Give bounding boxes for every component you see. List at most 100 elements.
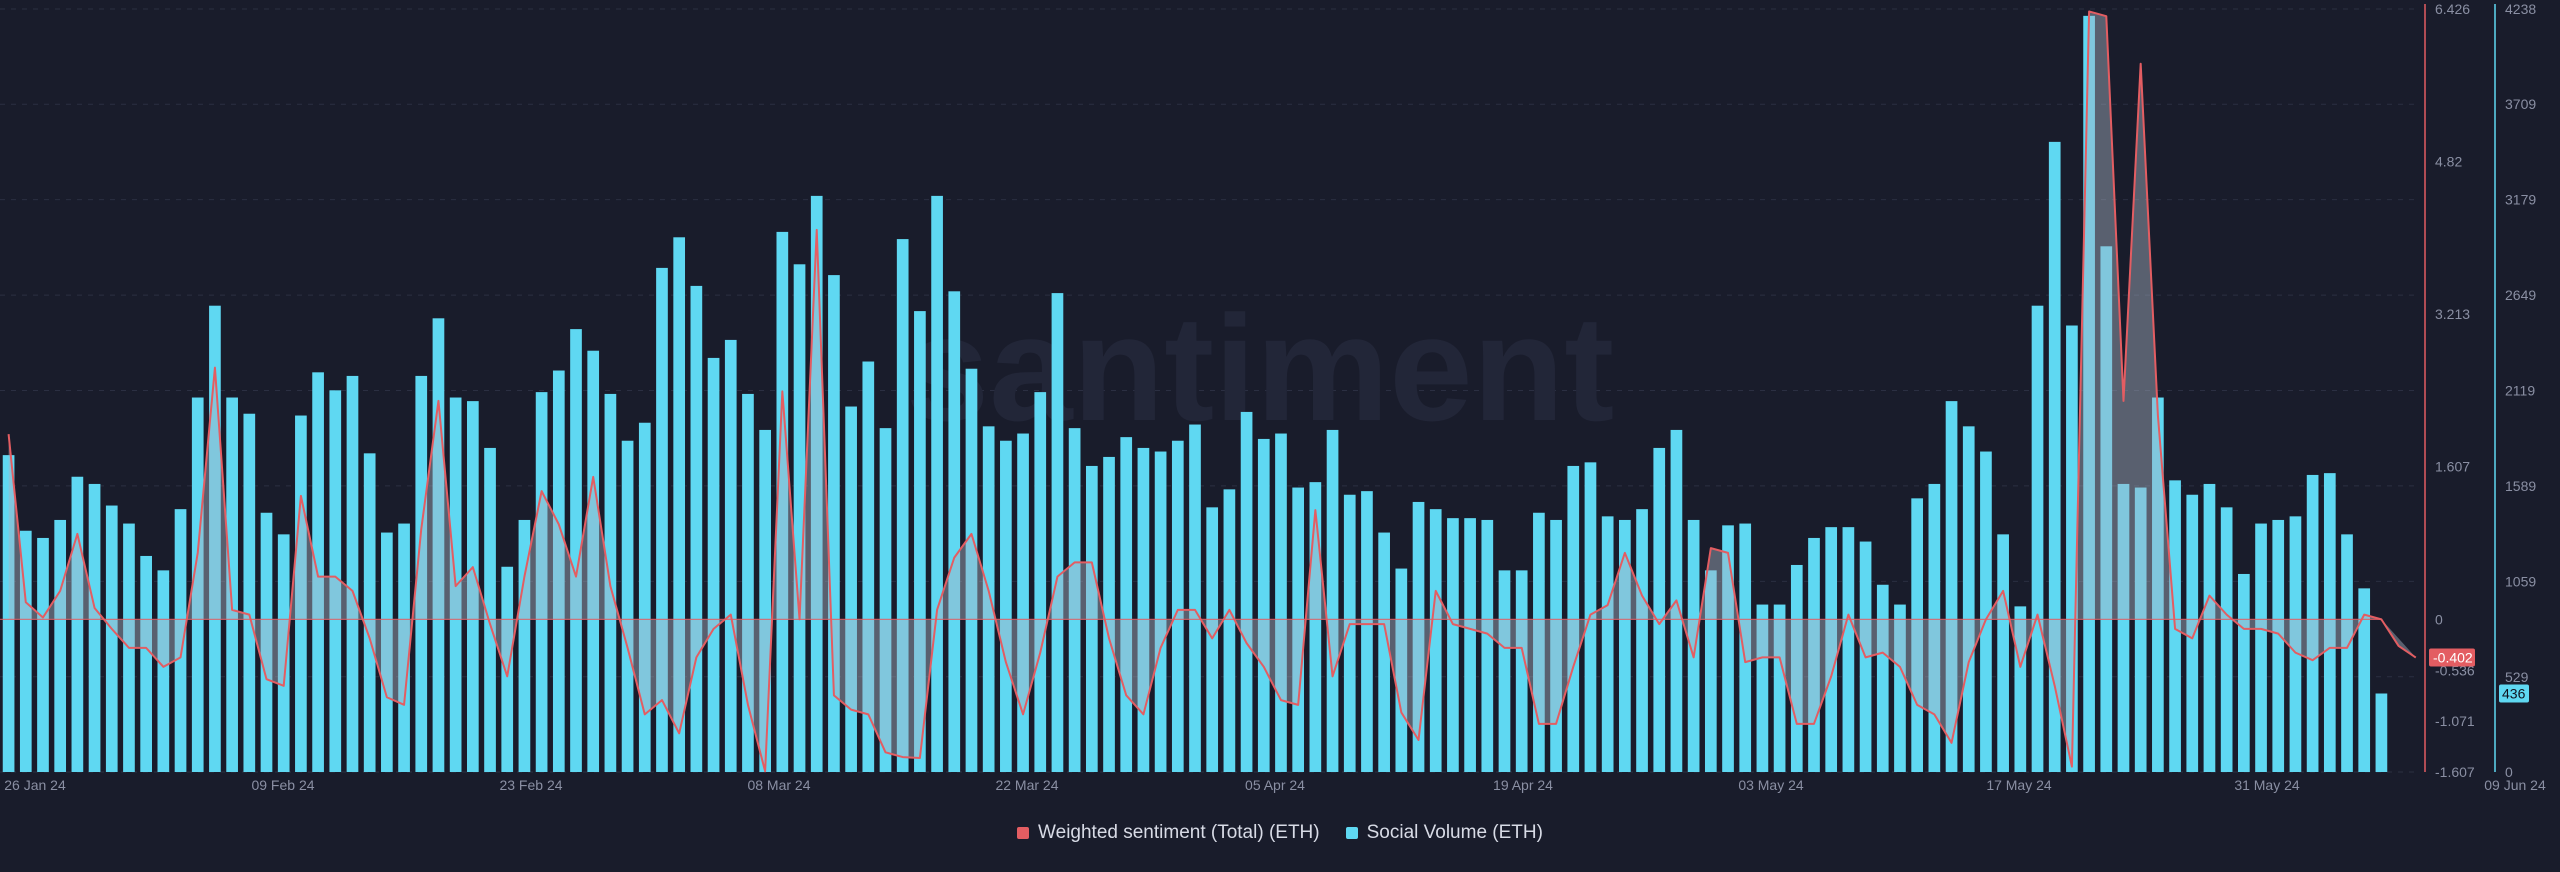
- volume-bar: [793, 264, 806, 772]
- sentiment-line: [7, 10, 2417, 773]
- volume-bar: [1343, 494, 1356, 772]
- volume-bar: [1429, 509, 1442, 772]
- volume-bar: [226, 397, 238, 772]
- volume-bar: [862, 361, 875, 772]
- sentiment-series: [0, 10, 2417, 773]
- volume-bar: [982, 426, 995, 772]
- y-left-tick-label: -1.071: [2435, 713, 2475, 729]
- volume-bar: [1550, 519, 1562, 772]
- y-right-tick-label: 2649: [2505, 287, 2536, 303]
- volume-bar: [88, 483, 101, 772]
- volume-bar: [518, 519, 531, 772]
- volume-bar: [2289, 516, 2302, 772]
- x-tick-label: 17 May 24: [1986, 777, 2052, 793]
- volume-bar: [1601, 516, 1614, 772]
- volume-bar: [1257, 438, 1270, 772]
- x-tick-label: 08 Mar 24: [747, 777, 810, 793]
- legend-item-sentiment[interactable]: Weighted sentiment (Total) (ETH): [1017, 822, 1320, 844]
- volume-bar: [1722, 525, 1734, 772]
- y-right-tick-label: 0: [2505, 764, 2513, 780]
- y-right-tick-label: 4238: [2505, 1, 2536, 17]
- x-tick-label: 05 Apr 24: [1245, 777, 1305, 793]
- legend-swatch-volume: [1345, 827, 1358, 839]
- volume-bar: [1447, 518, 1459, 772]
- volume-bar: [742, 393, 754, 772]
- legend: Weighted sentiment (Total) (ETH) Social …: [0, 818, 2560, 848]
- volume-bar: [1292, 487, 1305, 772]
- volume-bar: [1997, 534, 2009, 772]
- volume-bar: [1378, 532, 1390, 772]
- volume-bar: [1498, 570, 1511, 772]
- volume-bar: [931, 195, 943, 772]
- volume-bar: [398, 523, 410, 772]
- volume-bar: [54, 519, 67, 772]
- volume-bar: [845, 406, 857, 772]
- volume-bar: [105, 505, 118, 772]
- y-right-tick-label: 1059: [2505, 573, 2536, 589]
- x-tick-label: 23 Feb 24: [499, 777, 562, 793]
- volume-bar: [2066, 325, 2078, 772]
- y-left-tick-label: 4.82: [2435, 154, 2462, 170]
- volume-bar: [174, 509, 187, 772]
- legend-swatch-sentiment: [1017, 827, 1030, 839]
- volume-bar: [948, 291, 961, 772]
- volume-bar: [1068, 428, 1081, 772]
- x-tick-label: 19 Apr 24: [1493, 777, 1553, 793]
- y-left-tick-label: 6.426: [2435, 1, 2470, 17]
- volume-bar: [260, 512, 273, 772]
- volume-bar: [2134, 487, 2147, 772]
- volume-bar: [295, 415, 307, 772]
- volume-bar: [1171, 440, 1184, 772]
- y-right-tick-label: 529: [2505, 669, 2529, 685]
- volume-bar: [1825, 527, 1838, 772]
- volume-bar: [1756, 604, 1769, 772]
- volume-bar: [2083, 15, 2095, 772]
- x-tick-label: 26 Jan 24: [4, 777, 66, 793]
- y-right-tick-label: 3709: [2505, 96, 2536, 112]
- volume-bar: [346, 375, 359, 772]
- legend-item-volume[interactable]: Social Volume (ETH): [1345, 822, 1543, 844]
- volume-bar: [2048, 141, 2061, 772]
- volume-bar: [1051, 293, 1064, 772]
- volume-bar: [209, 305, 221, 772]
- volume-bar: [157, 570, 170, 772]
- volume-bar: [673, 237, 686, 773]
- volume-bar: [1911, 498, 1923, 772]
- volume-bar: [621, 440, 634, 772]
- x-tick-label: 03 May 24: [1738, 777, 1804, 793]
- y-left-tick-label: 0: [2435, 611, 2443, 627]
- volume-bar: [1515, 570, 1528, 772]
- volume-bar: [1361, 491, 1373, 772]
- volume-bar: [1103, 456, 1115, 772]
- volume-bar: [724, 339, 737, 772]
- volume-bar: [1945, 401, 1958, 772]
- volume-bar: [535, 392, 548, 772]
- volume-bar: [243, 413, 256, 772]
- volume-bar: [1223, 489, 1236, 772]
- current-sentiment-label: -0.402: [2433, 650, 2473, 666]
- axes: 6.4264.823.2131.6070-0.536-1.071-1.60742…: [4, 1, 2546, 793]
- volume-bar: [1275, 433, 1287, 772]
- volume-bar: [2100, 246, 2113, 773]
- volume-bar: [467, 401, 479, 772]
- legend-label-sentiment: Weighted sentiment (Total) (ETH): [1038, 822, 1320, 843]
- volume-bar: [19, 530, 32, 772]
- volume-bar: [2186, 494, 2199, 772]
- volume-bar: [2203, 483, 2216, 772]
- x-tick-label: 22 Mar 24: [995, 777, 1058, 793]
- volume-bar: [2255, 523, 2267, 772]
- volume-bar: [71, 476, 84, 772]
- volume-bar: [191, 397, 204, 772]
- volume-bar: [759, 429, 771, 772]
- volume-bar: [2272, 519, 2285, 772]
- volume-bar: [363, 453, 376, 772]
- current-volume-label: 436: [2502, 686, 2526, 702]
- volume-bar: [277, 534, 290, 772]
- current-sentiment-badge: [2429, 648, 2475, 667]
- volume-bar: [415, 375, 428, 772]
- volume-bar: [810, 195, 823, 772]
- volume-bar: [1704, 570, 1717, 772]
- volume-bar: [1653, 447, 1666, 772]
- y-right-tick-label: 1589: [2505, 478, 2536, 494]
